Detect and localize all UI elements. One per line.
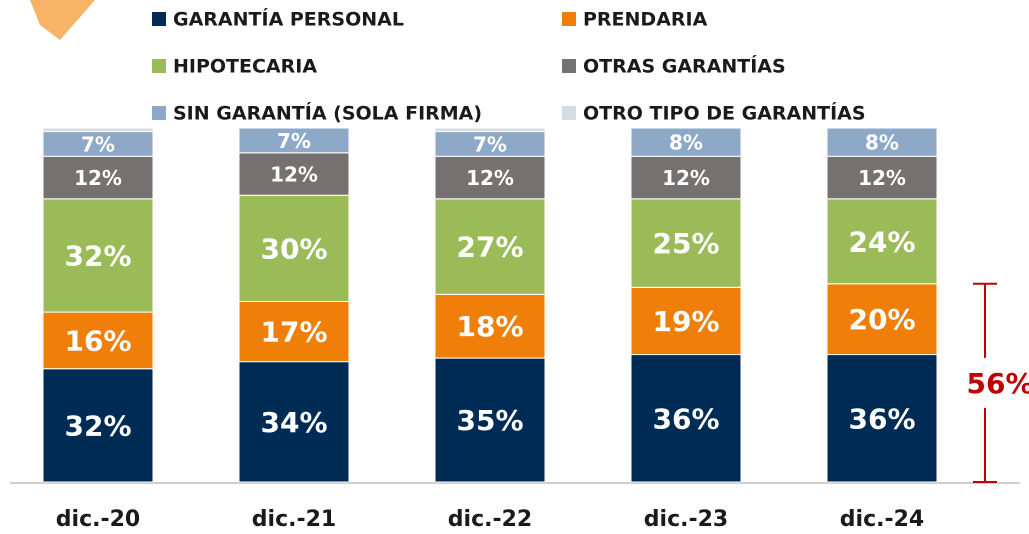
bar-segment <box>630 155 742 200</box>
data-label: 7% <box>81 132 115 156</box>
bar-segment <box>42 155 154 200</box>
bar-segment <box>42 131 154 157</box>
data-label: 16% <box>64 324 131 357</box>
legend-swatch <box>562 59 576 73</box>
legend-swatch <box>152 12 166 26</box>
data-label: 8% <box>865 131 899 155</box>
legend-label: SIN GARANTÍA (SOLA FIRMA) <box>173 102 482 125</box>
legend-label: OTRO TIPO DE GARANTÍAS <box>583 102 866 125</box>
bar-segment <box>434 131 546 157</box>
bar-segment <box>238 300 350 363</box>
data-label: 19% <box>652 305 719 338</box>
data-label: 34% <box>260 406 327 439</box>
bar-segment <box>434 357 546 483</box>
legend-swatch <box>152 59 166 73</box>
legend-label: PRENDARIA <box>583 9 708 31</box>
decoration <box>30 0 95 40</box>
data-label: 12% <box>662 166 710 190</box>
bar-segment <box>238 194 350 302</box>
bar-segment <box>42 311 154 370</box>
data-label: 24% <box>848 225 915 258</box>
data-label: 7% <box>473 132 507 156</box>
bar-segment <box>434 198 546 295</box>
data-label: 36% <box>652 402 719 435</box>
data-label: 20% <box>848 303 915 336</box>
bar-segment <box>630 354 742 483</box>
data-label: 12% <box>858 166 906 190</box>
bar-segment <box>630 127 742 157</box>
data-label: 35% <box>456 404 523 437</box>
bar-segment <box>238 361 350 483</box>
x-tick-label: dic.-21 <box>252 507 336 532</box>
data-label: 30% <box>260 232 327 265</box>
bar-segment <box>826 127 938 157</box>
legend-label: HIPOTECARIA <box>173 56 317 78</box>
bar-segment <box>238 127 350 154</box>
data-label: 7% <box>277 129 311 153</box>
data-label: 17% <box>260 316 327 349</box>
legend-label: GARANTÍA PERSONAL <box>173 8 404 31</box>
bar-segment <box>42 368 154 483</box>
bar-segment <box>826 283 938 356</box>
bar-segment <box>434 293 546 359</box>
x-tick-label: dic.-20 <box>56 507 140 532</box>
bar-segment <box>826 354 938 483</box>
legend-swatch <box>152 106 166 120</box>
annotation: 56% <box>966 367 1029 400</box>
bar-segment <box>630 198 742 288</box>
bar-segment <box>238 152 350 196</box>
data-label: 27% <box>456 231 523 264</box>
data-label: 32% <box>64 409 131 442</box>
x-tick-label: dic.-23 <box>644 507 728 532</box>
bar-segment <box>630 286 742 356</box>
bar-segment <box>434 127 546 133</box>
legend-swatch <box>562 12 576 26</box>
data-label: 12% <box>270 163 318 187</box>
data-label: 32% <box>64 239 131 272</box>
x-tick-label: dic.-22 <box>448 507 532 532</box>
x-tick-label: dic.-24 <box>840 507 924 532</box>
data-label: 18% <box>456 310 523 343</box>
bar-segment <box>826 198 938 285</box>
data-label: 12% <box>74 166 122 190</box>
legend-label: OTRAS GARANTÍAS <box>583 55 786 78</box>
data-label: 36% <box>848 402 915 435</box>
bar-segment <box>434 155 546 200</box>
data-label: 25% <box>652 227 719 260</box>
data-label: 12% <box>466 166 514 190</box>
legend-swatch <box>562 106 576 120</box>
bar-segment <box>42 127 154 133</box>
data-label: 8% <box>669 131 703 155</box>
